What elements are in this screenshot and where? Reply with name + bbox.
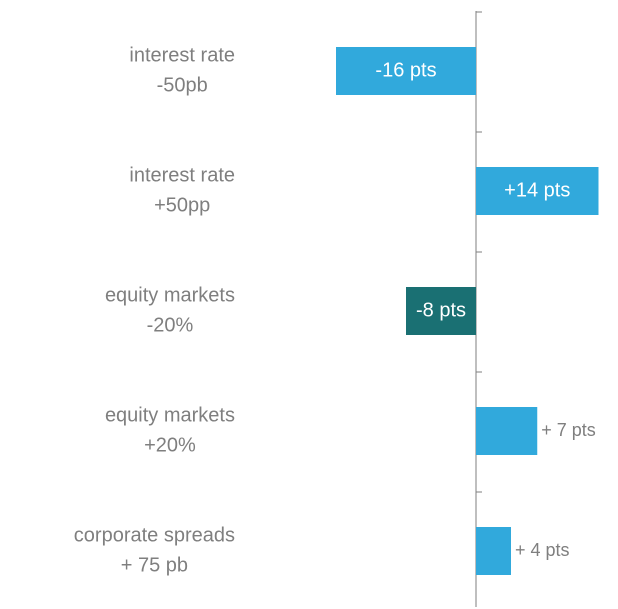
category-label: corporate spreads [74,524,235,546]
category-label: -20% [147,314,194,336]
category-label: interest rate [129,44,235,66]
bar [336,47,476,95]
value-label: + 4 pts [515,540,570,560]
bar [406,287,476,335]
category-label: equity markets [105,284,235,306]
bar [476,167,599,215]
category-label: + 75 pb [121,554,188,576]
value-label: +14 pts [504,179,570,201]
value-label: + 7 pts [541,420,596,440]
category-label: +20% [144,434,196,456]
category-label: equity markets [105,404,235,426]
category-label: interest rate [129,164,235,186]
category-label: -50pb [157,74,208,96]
value-label: -16 pts [375,59,436,81]
category-label: +50pp [154,194,210,216]
bar [476,407,538,455]
value-label: -8 pts [416,299,466,321]
bar [476,527,511,575]
